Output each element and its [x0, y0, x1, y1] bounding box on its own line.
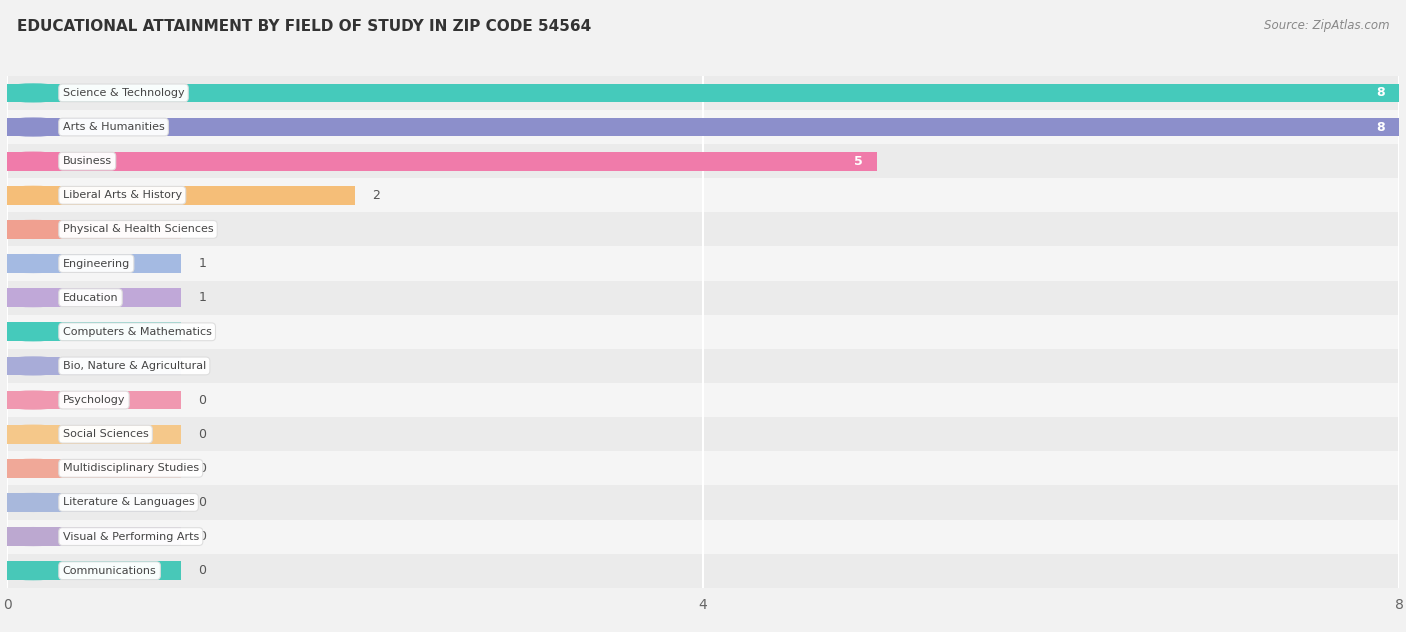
Bar	[7, 110, 1399, 144]
Text: Physical & Health Sciences: Physical & Health Sciences	[63, 224, 214, 234]
Text: Social Sciences: Social Sciences	[63, 429, 149, 439]
Bar	[7, 144, 1399, 178]
Ellipse shape	[0, 459, 72, 477]
Bar	[7, 527, 181, 546]
Bar	[7, 152, 877, 171]
Text: 0: 0	[198, 394, 207, 406]
Text: 0: 0	[198, 360, 207, 372]
Text: Engineering: Engineering	[63, 258, 129, 269]
Bar	[7, 212, 1399, 246]
Text: Communications: Communications	[63, 566, 156, 576]
Bar	[7, 520, 1399, 554]
Text: Liberal Arts & History: Liberal Arts & History	[63, 190, 181, 200]
Text: 1: 1	[198, 257, 207, 270]
Text: Bio, Nature & Agricultural: Bio, Nature & Agricultural	[63, 361, 205, 371]
Bar	[7, 451, 1399, 485]
Bar	[7, 425, 181, 444]
Text: 2: 2	[373, 189, 380, 202]
Text: Psychology: Psychology	[63, 395, 125, 405]
Bar	[7, 554, 1399, 588]
Text: 0: 0	[198, 325, 207, 338]
Ellipse shape	[0, 494, 72, 511]
Text: Education: Education	[63, 293, 118, 303]
Ellipse shape	[0, 84, 72, 102]
Text: 0: 0	[198, 428, 207, 441]
Bar	[7, 83, 1399, 102]
Bar	[7, 76, 1399, 110]
Text: Literature & Languages: Literature & Languages	[63, 497, 194, 507]
Bar	[7, 561, 181, 580]
Bar	[7, 383, 1399, 417]
Ellipse shape	[0, 118, 72, 136]
Bar	[7, 417, 1399, 451]
Bar	[7, 288, 181, 307]
Text: Business: Business	[63, 156, 112, 166]
Text: 5: 5	[855, 155, 863, 167]
Ellipse shape	[0, 255, 72, 272]
Ellipse shape	[0, 289, 72, 307]
Text: 8: 8	[1376, 121, 1385, 133]
Text: 8: 8	[1376, 87, 1385, 99]
Bar	[7, 493, 181, 512]
Bar	[7, 349, 1399, 383]
Bar	[7, 356, 181, 375]
Text: Visual & Performing Arts: Visual & Performing Arts	[63, 532, 200, 542]
Bar	[7, 391, 181, 410]
Ellipse shape	[0, 391, 72, 409]
Ellipse shape	[0, 221, 72, 238]
Text: 0: 0	[198, 564, 207, 577]
Ellipse shape	[0, 357, 72, 375]
Bar	[7, 254, 181, 273]
Ellipse shape	[0, 425, 72, 443]
Bar	[7, 459, 181, 478]
Bar	[7, 322, 181, 341]
Text: 0: 0	[198, 496, 207, 509]
Bar	[7, 485, 1399, 520]
Bar	[7, 315, 1399, 349]
Text: Source: ZipAtlas.com: Source: ZipAtlas.com	[1264, 19, 1389, 32]
Bar	[7, 118, 1399, 137]
Ellipse shape	[0, 528, 72, 545]
Text: Computers & Mathematics: Computers & Mathematics	[63, 327, 211, 337]
Ellipse shape	[0, 152, 72, 170]
Text: EDUCATIONAL ATTAINMENT BY FIELD OF STUDY IN ZIP CODE 54564: EDUCATIONAL ATTAINMENT BY FIELD OF STUDY…	[17, 19, 591, 34]
Text: 1: 1	[198, 291, 207, 304]
Text: 1: 1	[198, 223, 207, 236]
Ellipse shape	[0, 186, 72, 204]
Text: 0: 0	[198, 462, 207, 475]
Text: Science & Technology: Science & Technology	[63, 88, 184, 98]
Bar	[7, 186, 354, 205]
Ellipse shape	[0, 562, 72, 580]
Text: Arts & Humanities: Arts & Humanities	[63, 122, 165, 132]
Text: 0: 0	[198, 530, 207, 543]
Ellipse shape	[0, 323, 72, 341]
Bar	[7, 220, 181, 239]
Bar	[7, 246, 1399, 281]
Text: Multidisciplinary Studies: Multidisciplinary Studies	[63, 463, 198, 473]
Bar	[7, 178, 1399, 212]
Bar	[7, 281, 1399, 315]
